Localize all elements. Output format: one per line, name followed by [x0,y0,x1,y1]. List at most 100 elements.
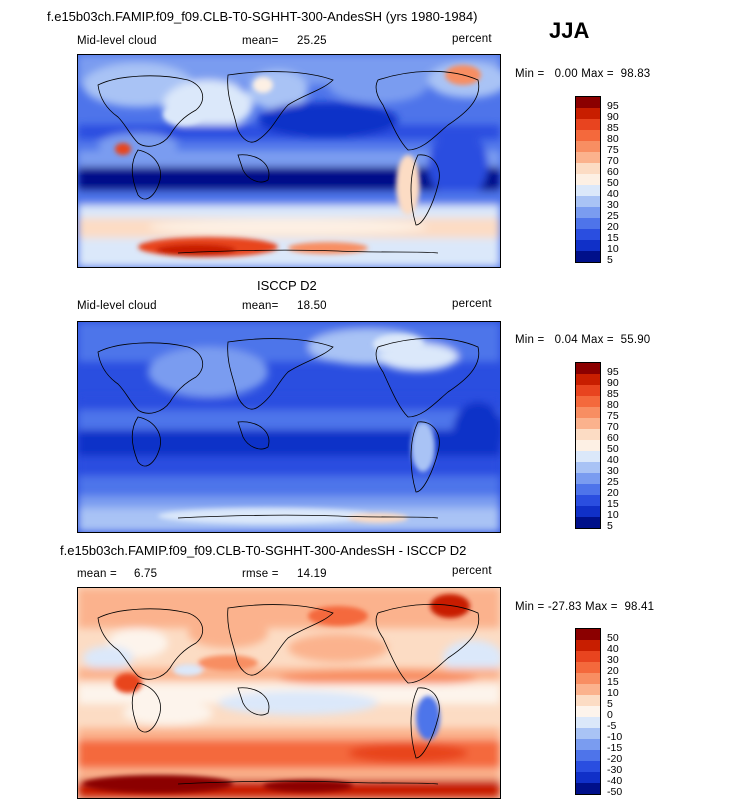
panel1-minmax: Min = 0.00 Max = 98.83 [515,68,651,80]
swatch [576,739,600,750]
panel3-stat1-label: mean = [77,568,117,580]
swatch [576,717,600,728]
swatch [576,429,600,440]
swatch [576,251,600,262]
swatch [576,240,600,251]
panel1-colorbar [575,96,601,263]
swatch [576,418,600,429]
swatch [576,119,600,130]
colorbar-label: 95 [607,366,619,378]
swatch [576,407,600,418]
panel2-map-field [78,322,500,532]
panel2-minmax: Min = 0.04 Max = 55.90 [515,334,651,346]
swatch [576,662,600,673]
panel1-variable: Mid-level cloud [77,35,157,47]
season-label: JJA [549,18,590,43]
colorbar-label: 70 [607,155,619,167]
panel1-stat-label: mean= [242,35,279,47]
colorbar-label: 80 [607,133,619,145]
colorbar-label: 15 [607,232,619,244]
swatch [576,783,600,794]
panel3-stat2-value: 14.19 [297,568,327,580]
swatch [576,141,600,152]
colorbar-label: 20 [607,665,619,677]
swatch [576,495,600,506]
colorbar-label: 95 [607,100,619,112]
panel3-map [77,587,501,799]
colorbar-label: -5 [607,720,617,732]
panel2-stat-value: 18.50 [297,300,327,312]
colorbar-label: 60 [607,432,619,444]
panel3-title: f.e15b03ch.FAMIP.f09_f09.CLB-T0-SGHHT-30… [60,543,467,558]
swatch [576,484,600,495]
swatch [576,651,600,662]
swatch [576,462,600,473]
colorbar-label: 30 [607,465,619,477]
panel3-stat1-value: 6.75 [134,568,158,580]
swatch [576,385,600,396]
panel3-stat2-label: rmse = [242,568,279,580]
colorbar-label: -10 [607,731,623,743]
colorbar-label: 85 [607,388,619,400]
swatch [576,473,600,484]
colorbar-label: 50 [607,443,619,455]
colorbar-label: -50 [607,786,623,798]
swatch [576,517,600,528]
swatch [576,185,600,196]
panel3-colorbar [575,628,601,795]
colorbar-label: 25 [607,476,619,488]
colorbar-label: 5 [607,520,613,532]
panel2-map [77,321,501,533]
swatch [576,440,600,451]
swatch [576,506,600,517]
panel2-stat-label: mean= [242,300,279,312]
colorbar-label: 75 [607,144,619,156]
colorbar-label: 10 [607,509,619,521]
swatch [576,761,600,772]
colorbar-label: 80 [607,399,619,411]
colorbar-label: 85 [607,122,619,134]
colorbar-label: 15 [607,676,619,688]
colorbar-label: 30 [607,199,619,211]
swatch [576,196,600,207]
panel2-units: percent [452,298,492,310]
swatch [576,174,600,185]
colorbar-label: 10 [607,687,619,699]
colorbar-label: 5 [607,698,613,710]
swatch [576,640,600,651]
colorbar-label: 30 [607,654,619,666]
panel1-map [77,54,501,268]
colorbar-label: 40 [607,188,619,200]
swatch [576,706,600,717]
colorbar-label: 75 [607,410,619,422]
colorbar-label: 5 [607,254,613,266]
colorbar-label: -30 [607,764,623,776]
colorbar-label: 20 [607,487,619,499]
swatch [576,673,600,684]
panel1-stat-value: 25.25 [297,35,327,47]
panel3-map-field [78,588,500,798]
swatch [576,374,600,385]
swatch [576,363,600,374]
panel3-units: percent [452,565,492,577]
colorbar-label: 60 [607,166,619,178]
colorbar-label: 40 [607,643,619,655]
swatch [576,451,600,462]
colorbar-label: 90 [607,377,619,389]
swatch [576,218,600,229]
colorbar-label: 50 [607,177,619,189]
colorbar-label: 25 [607,210,619,222]
colorbar-label: -40 [607,775,623,787]
panel2-title: ISCCP D2 [257,278,317,293]
colorbar-label: 20 [607,221,619,233]
colorbar-label: 90 [607,111,619,123]
panel2-colorbar [575,362,601,529]
colorbar-label: 40 [607,454,619,466]
swatch [576,108,600,119]
colorbar-label: 0 [607,709,613,721]
panel2-variable: Mid-level cloud [77,300,157,312]
swatch [576,695,600,706]
panel1-map-field [78,55,500,267]
swatch [576,684,600,695]
panel1-units: percent [452,33,492,45]
